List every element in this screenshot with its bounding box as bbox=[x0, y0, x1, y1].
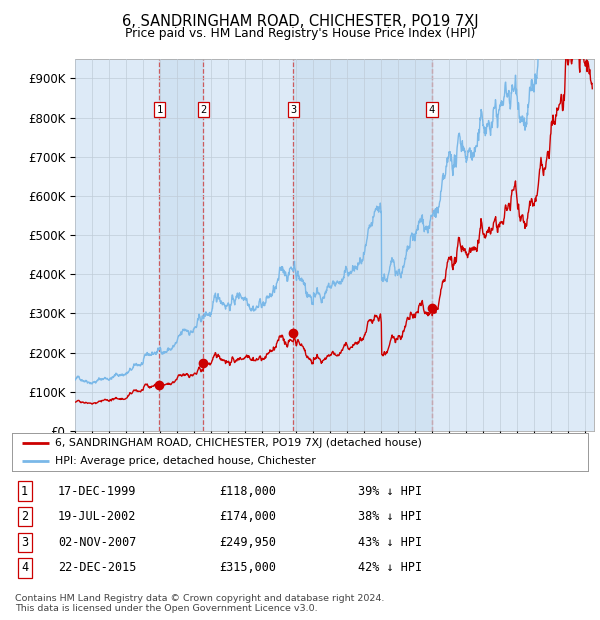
Text: 4: 4 bbox=[429, 105, 435, 115]
Text: 42% ↓ HPI: 42% ↓ HPI bbox=[358, 561, 422, 574]
Text: 38% ↓ HPI: 38% ↓ HPI bbox=[358, 510, 422, 523]
Text: 6, SANDRINGHAM ROAD, CHICHESTER, PO19 7XJ: 6, SANDRINGHAM ROAD, CHICHESTER, PO19 7X… bbox=[122, 14, 478, 29]
Text: 2: 2 bbox=[21, 510, 28, 523]
Text: £249,950: £249,950 bbox=[220, 536, 277, 549]
Text: 6, SANDRINGHAM ROAD, CHICHESTER, PO19 7XJ (detached house): 6, SANDRINGHAM ROAD, CHICHESTER, PO19 7X… bbox=[55, 438, 422, 448]
Bar bbox=[293, 59, 432, 431]
Text: HPI: Average price, detached house, Chichester: HPI: Average price, detached house, Chic… bbox=[55, 456, 316, 466]
Text: 3: 3 bbox=[290, 105, 296, 115]
Text: 43% ↓ HPI: 43% ↓ HPI bbox=[358, 536, 422, 549]
Text: Contains HM Land Registry data © Crown copyright and database right 2024.
This d: Contains HM Land Registry data © Crown c… bbox=[15, 594, 385, 613]
Text: Price paid vs. HM Land Registry's House Price Index (HPI): Price paid vs. HM Land Registry's House … bbox=[125, 27, 475, 40]
Text: 02-NOV-2007: 02-NOV-2007 bbox=[58, 536, 136, 549]
Text: £174,000: £174,000 bbox=[220, 510, 277, 523]
Text: 39% ↓ HPI: 39% ↓ HPI bbox=[358, 485, 422, 498]
Text: 1: 1 bbox=[21, 485, 28, 498]
Text: 1: 1 bbox=[156, 105, 163, 115]
Text: 2: 2 bbox=[200, 105, 206, 115]
Bar bbox=[160, 59, 203, 431]
Text: 19-JUL-2002: 19-JUL-2002 bbox=[58, 510, 136, 523]
Text: 17-DEC-1999: 17-DEC-1999 bbox=[58, 485, 136, 498]
Text: 4: 4 bbox=[21, 561, 28, 574]
Text: 22-DEC-2015: 22-DEC-2015 bbox=[58, 561, 136, 574]
Text: £315,000: £315,000 bbox=[220, 561, 277, 574]
Text: 3: 3 bbox=[21, 536, 28, 549]
Text: £118,000: £118,000 bbox=[220, 485, 277, 498]
